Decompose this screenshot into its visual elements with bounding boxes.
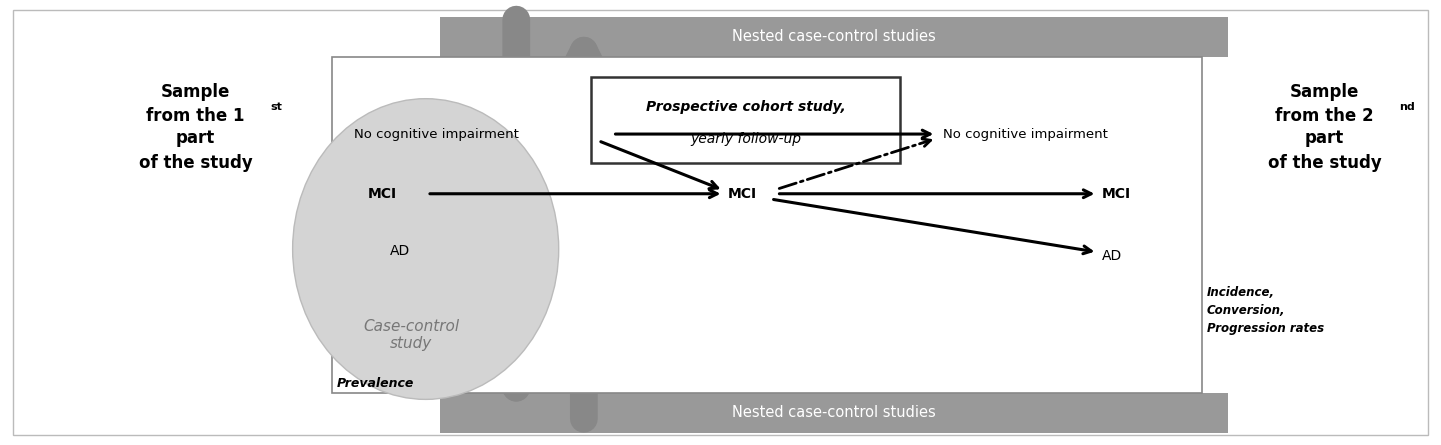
Text: from the 1: from the 1 (147, 107, 245, 125)
Text: MCI: MCI (1101, 187, 1131, 201)
Text: Nested case-control studies: Nested case-control studies (732, 29, 937, 44)
Text: nd: nd (1399, 101, 1415, 112)
Text: MCI: MCI (367, 187, 398, 201)
Text: Prevalence: Prevalence (337, 377, 414, 390)
Text: of the study: of the study (138, 154, 252, 172)
Bar (440, 393, 1228, 433)
Text: Incidence,
Conversion,
Progression rates: Incidence, Conversion, Progression rates (1206, 287, 1324, 336)
Text: of the study: of the study (1268, 154, 1382, 172)
Text: part: part (1306, 129, 1344, 147)
Bar (591, 77, 901, 163)
Text: yearly follow-up: yearly follow-up (690, 132, 801, 146)
Text: No cognitive impairment: No cognitive impairment (944, 128, 1108, 141)
Bar (440, 17, 1228, 57)
Text: Case-control
study: Case-control study (363, 319, 460, 352)
Text: No cognitive impairment: No cognitive impairment (353, 128, 519, 141)
Text: AD: AD (389, 244, 409, 258)
Text: Prospective cohort study,: Prospective cohort study, (646, 100, 846, 114)
Text: Sample: Sample (161, 83, 231, 101)
Bar (333, 57, 1202, 393)
Text: st: st (271, 101, 282, 112)
Text: from the 2: from the 2 (1275, 107, 1373, 125)
Text: Nested case-control studies: Nested case-control studies (732, 405, 937, 420)
Text: AD: AD (1101, 249, 1123, 263)
Text: part: part (176, 129, 215, 147)
Text: MCI: MCI (728, 187, 757, 201)
Text: Sample: Sample (1290, 83, 1359, 101)
Ellipse shape (293, 99, 559, 400)
